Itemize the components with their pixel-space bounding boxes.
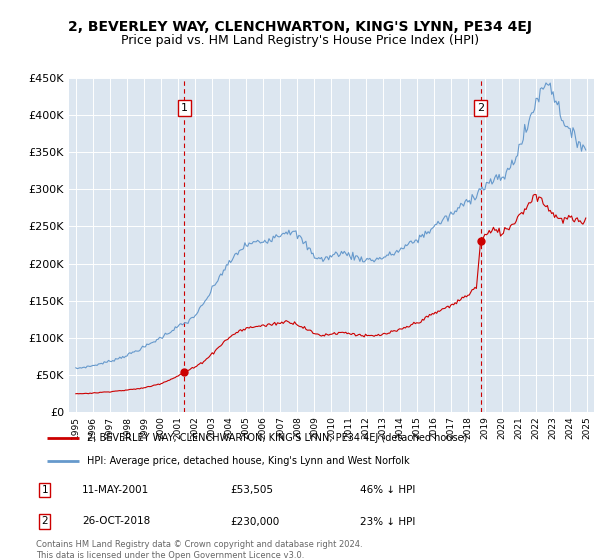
Text: Price paid vs. HM Land Registry's House Price Index (HPI): Price paid vs. HM Land Registry's House …	[121, 34, 479, 46]
Text: HPI: Average price, detached house, King's Lynn and West Norfolk: HPI: Average price, detached house, King…	[88, 456, 410, 466]
Text: 1: 1	[41, 485, 48, 495]
Text: 23% ↓ HPI: 23% ↓ HPI	[360, 516, 415, 526]
Text: £230,000: £230,000	[230, 516, 280, 526]
Text: 2: 2	[41, 516, 48, 526]
Text: 1: 1	[181, 103, 188, 113]
Text: 2: 2	[477, 103, 484, 113]
Text: 2, BEVERLEY WAY, CLENCHWARTON, KING'S LYNN, PE34 4EJ: 2, BEVERLEY WAY, CLENCHWARTON, KING'S LY…	[68, 20, 532, 34]
Text: Contains HM Land Registry data © Crown copyright and database right 2024.
This d: Contains HM Land Registry data © Crown c…	[36, 540, 362, 559]
Text: 26-OCT-2018: 26-OCT-2018	[82, 516, 150, 526]
Text: 11-MAY-2001: 11-MAY-2001	[82, 485, 149, 495]
Text: 2, BEVERLEY WAY, CLENCHWARTON, KING'S LYNN, PE34 4EJ (detached house): 2, BEVERLEY WAY, CLENCHWARTON, KING'S LY…	[88, 433, 467, 443]
Text: £53,505: £53,505	[230, 485, 274, 495]
Text: 46% ↓ HPI: 46% ↓ HPI	[360, 485, 415, 495]
